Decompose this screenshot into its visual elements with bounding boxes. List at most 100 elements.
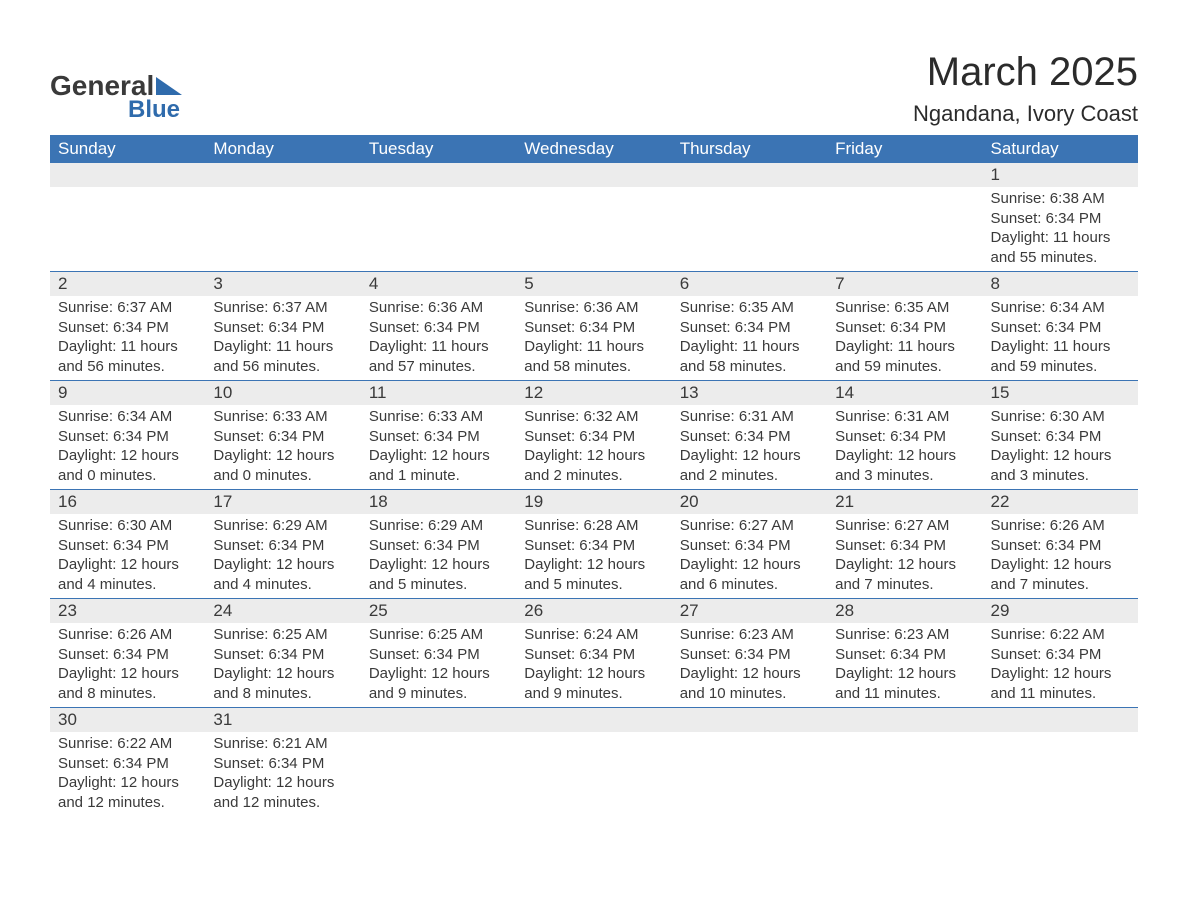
daylight-text: Daylight: 12 hours — [680, 664, 819, 684]
day-details: Sunrise: 6:30 AMSunset: 6:34 PMDaylight:… — [50, 514, 205, 598]
day-details: Sunrise: 6:25 AMSunset: 6:34 PMDaylight:… — [361, 623, 516, 707]
sunset-text: Sunset: 6:34 PM — [213, 754, 352, 774]
day-cell: 23Sunrise: 6:26 AMSunset: 6:34 PMDayligh… — [50, 599, 205, 707]
day-details: Sunrise: 6:31 AMSunset: 6:34 PMDaylight:… — [827, 405, 982, 489]
day-cell: 29Sunrise: 6:22 AMSunset: 6:34 PMDayligh… — [983, 599, 1138, 707]
day-details: Sunrise: 6:29 AMSunset: 6:34 PMDaylight:… — [361, 514, 516, 598]
daylight-text: Daylight: 12 hours — [213, 555, 352, 575]
sunrise-text: Sunrise: 6:27 AM — [835, 516, 974, 536]
sunset-text: Sunset: 6:34 PM — [991, 209, 1130, 229]
daylight-text: Daylight: 11 hours — [991, 337, 1130, 357]
day-header-row: Sunday Monday Tuesday Wednesday Thursday… — [50, 135, 1138, 163]
day-details: Sunrise: 6:30 AMSunset: 6:34 PMDaylight:… — [983, 405, 1138, 489]
day-number: 19 — [516, 490, 671, 514]
day-cell — [827, 163, 982, 271]
day-number: 31 — [205, 708, 360, 732]
month-title: March 2025 — [913, 50, 1138, 95]
day-number: 29 — [983, 599, 1138, 623]
sunset-text: Sunset: 6:34 PM — [369, 427, 508, 447]
daylight-text: and 12 minutes. — [213, 793, 352, 813]
day-cell — [50, 163, 205, 271]
day-number: 17 — [205, 490, 360, 514]
daylight-text: and 3 minutes. — [991, 466, 1130, 486]
day-details: Sunrise: 6:27 AMSunset: 6:34 PMDaylight:… — [672, 514, 827, 598]
sunrise-text: Sunrise: 6:37 AM — [58, 298, 197, 318]
day-cell: 4Sunrise: 6:36 AMSunset: 6:34 PMDaylight… — [361, 272, 516, 380]
sunset-text: Sunset: 6:34 PM — [991, 536, 1130, 556]
daylight-text: Daylight: 12 hours — [680, 446, 819, 466]
day-cell: 8Sunrise: 6:34 AMSunset: 6:34 PMDaylight… — [983, 272, 1138, 380]
day-details: Sunrise: 6:34 AMSunset: 6:34 PMDaylight:… — [50, 405, 205, 489]
daylight-text: and 2 minutes. — [680, 466, 819, 486]
daylight-text: Daylight: 12 hours — [835, 555, 974, 575]
day-cell: 18Sunrise: 6:29 AMSunset: 6:34 PMDayligh… — [361, 490, 516, 598]
empty-day — [827, 163, 982, 187]
day-number: 28 — [827, 599, 982, 623]
empty-day — [827, 708, 982, 732]
sunset-text: Sunset: 6:34 PM — [369, 318, 508, 338]
sunrise-text: Sunrise: 6:23 AM — [835, 625, 974, 645]
sunset-text: Sunset: 6:34 PM — [835, 318, 974, 338]
day-cell: 2Sunrise: 6:37 AMSunset: 6:34 PMDaylight… — [50, 272, 205, 380]
day-number: 1 — [983, 163, 1138, 187]
day-details: Sunrise: 6:25 AMSunset: 6:34 PMDaylight:… — [205, 623, 360, 707]
day-number: 30 — [50, 708, 205, 732]
sunrise-text: Sunrise: 6:24 AM — [524, 625, 663, 645]
day-cell: 15Sunrise: 6:30 AMSunset: 6:34 PMDayligh… — [983, 381, 1138, 489]
daylight-text: and 7 minutes. — [835, 575, 974, 595]
day-number: 6 — [672, 272, 827, 296]
daylight-text: and 5 minutes. — [369, 575, 508, 595]
sunrise-text: Sunrise: 6:28 AM — [524, 516, 663, 536]
daylight-text: Daylight: 12 hours — [58, 555, 197, 575]
sunset-text: Sunset: 6:34 PM — [991, 427, 1130, 447]
daylight-text: and 58 minutes. — [524, 357, 663, 377]
day-cell: 12Sunrise: 6:32 AMSunset: 6:34 PMDayligh… — [516, 381, 671, 489]
daylight-text: Daylight: 11 hours — [991, 228, 1130, 248]
sunrise-text: Sunrise: 6:34 AM — [58, 407, 197, 427]
day-details: Sunrise: 6:38 AMSunset: 6:34 PMDaylight:… — [983, 187, 1138, 271]
sunset-text: Sunset: 6:34 PM — [58, 318, 197, 338]
day-cell: 13Sunrise: 6:31 AMSunset: 6:34 PMDayligh… — [672, 381, 827, 489]
sunset-text: Sunset: 6:34 PM — [680, 645, 819, 665]
week-row: 1Sunrise: 6:38 AMSunset: 6:34 PMDaylight… — [50, 163, 1138, 271]
daylight-text: Daylight: 11 hours — [524, 337, 663, 357]
daylight-text: and 4 minutes. — [58, 575, 197, 595]
day-cell: 30Sunrise: 6:22 AMSunset: 6:34 PMDayligh… — [50, 708, 205, 816]
sunrise-text: Sunrise: 6:27 AM — [680, 516, 819, 536]
day-header: Friday — [827, 135, 982, 163]
sunset-text: Sunset: 6:34 PM — [835, 536, 974, 556]
day-cell — [983, 708, 1138, 816]
week-row: 2Sunrise: 6:37 AMSunset: 6:34 PMDaylight… — [50, 271, 1138, 380]
sunrise-text: Sunrise: 6:34 AM — [991, 298, 1130, 318]
day-number: 21 — [827, 490, 982, 514]
day-details: Sunrise: 6:33 AMSunset: 6:34 PMDaylight:… — [361, 405, 516, 489]
daylight-text: Daylight: 12 hours — [58, 664, 197, 684]
day-number: 24 — [205, 599, 360, 623]
day-number: 10 — [205, 381, 360, 405]
daylight-text: and 6 minutes. — [680, 575, 819, 595]
daylight-text: and 8 minutes. — [58, 684, 197, 704]
week-row: 9Sunrise: 6:34 AMSunset: 6:34 PMDaylight… — [50, 380, 1138, 489]
day-cell — [361, 163, 516, 271]
day-details: Sunrise: 6:24 AMSunset: 6:34 PMDaylight:… — [516, 623, 671, 707]
day-details: Sunrise: 6:33 AMSunset: 6:34 PMDaylight:… — [205, 405, 360, 489]
day-details: Sunrise: 6:21 AMSunset: 6:34 PMDaylight:… — [205, 732, 360, 816]
sunrise-text: Sunrise: 6:32 AM — [524, 407, 663, 427]
week-row: 30Sunrise: 6:22 AMSunset: 6:34 PMDayligh… — [50, 707, 1138, 816]
sunset-text: Sunset: 6:34 PM — [369, 536, 508, 556]
sunset-text: Sunset: 6:34 PM — [213, 318, 352, 338]
daylight-text: and 11 minutes. — [991, 684, 1130, 704]
week-row: 16Sunrise: 6:30 AMSunset: 6:34 PMDayligh… — [50, 489, 1138, 598]
daylight-text: Daylight: 12 hours — [58, 773, 197, 793]
daylight-text: Daylight: 12 hours — [213, 446, 352, 466]
day-cell: 17Sunrise: 6:29 AMSunset: 6:34 PMDayligh… — [205, 490, 360, 598]
day-details: Sunrise: 6:23 AMSunset: 6:34 PMDaylight:… — [827, 623, 982, 707]
sunrise-text: Sunrise: 6:29 AM — [213, 516, 352, 536]
sunset-text: Sunset: 6:34 PM — [58, 536, 197, 556]
day-details: Sunrise: 6:26 AMSunset: 6:34 PMDaylight:… — [983, 514, 1138, 598]
daylight-text: Daylight: 12 hours — [213, 664, 352, 684]
empty-day — [672, 708, 827, 732]
sunset-text: Sunset: 6:34 PM — [213, 536, 352, 556]
daylight-text: Daylight: 12 hours — [680, 555, 819, 575]
day-cell — [827, 708, 982, 816]
